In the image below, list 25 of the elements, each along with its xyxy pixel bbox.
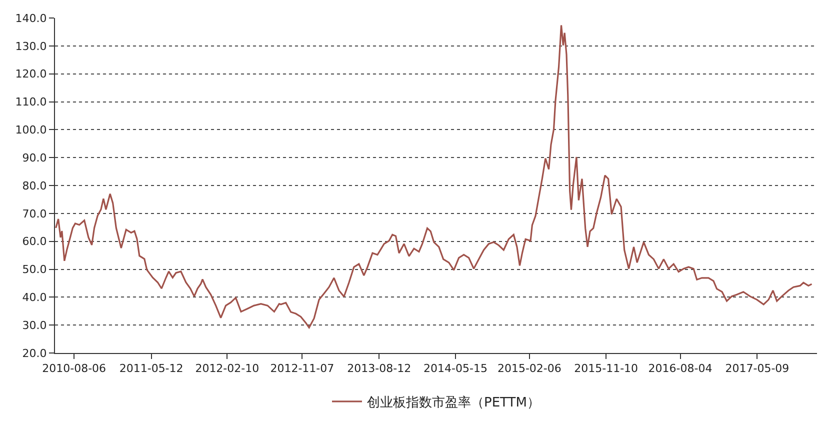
- y-tick-label: 60.0: [22, 235, 47, 248]
- y-tick-label: 70.0: [22, 207, 47, 220]
- y-tick-label: 110.0: [15, 96, 47, 109]
- line-series: [55, 24, 813, 328]
- x-tick-label: 2016-08-04: [648, 362, 712, 376]
- y-tick-label: 140.0: [15, 12, 47, 25]
- x-tick-label: 2015-02-06: [497, 362, 562, 376]
- y-tick-label: 20.0: [22, 346, 47, 360]
- x-tick-label: 2014-05-15: [424, 362, 488, 376]
- x-tick-label: 2015-11-10: [574, 362, 638, 376]
- x-tick-label: 2010-08-06: [42, 362, 106, 376]
- x-tick-label: 2017-05-09: [725, 362, 790, 376]
- y-tick-label: 30.0: [22, 318, 47, 332]
- x-tick-label: 2012-02-10: [195, 362, 260, 376]
- x-tick-label: 2011-05-12: [119, 362, 184, 376]
- y-tick-label: 100.0: [15, 124, 47, 137]
- y-tick-label: 40.0: [22, 291, 47, 304]
- legend-label: 创业板指数市盈率（PETTM）: [367, 394, 540, 411]
- y-tick-label: 80.0: [22, 179, 47, 192]
- y-tick-label: 120.0: [15, 68, 47, 81]
- x-tick-label: 2013-08-12: [347, 362, 412, 376]
- y-tick-label: 90.0: [22, 151, 47, 164]
- y-tick-label: 50.0: [22, 263, 47, 276]
- x-tick-label: 2012-11-07: [270, 362, 334, 376]
- y-tick-label: 130.0: [15, 40, 47, 53]
